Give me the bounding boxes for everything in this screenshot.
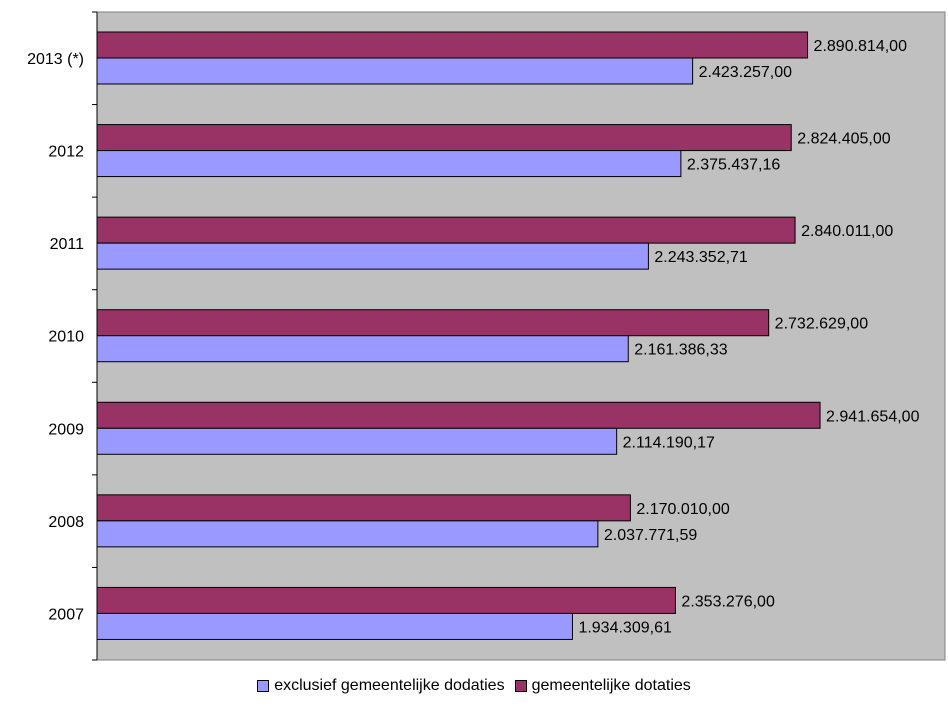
bar bbox=[96, 612, 573, 640]
category-label: 2008 bbox=[48, 514, 84, 531]
data-label: 2.732.629,00 bbox=[775, 316, 869, 333]
bar bbox=[96, 401, 821, 429]
category-label: 2009 bbox=[48, 421, 84, 438]
data-label: 2.890.814,00 bbox=[814, 38, 908, 55]
data-label: 2.840.011,00 bbox=[801, 223, 893, 240]
bar bbox=[96, 150, 682, 178]
bar bbox=[96, 520, 599, 548]
data-label: 2.941.654,00 bbox=[826, 408, 920, 425]
legend: exclusief gemeentelijke dodaties gemeent… bbox=[0, 677, 948, 695]
bar bbox=[96, 427, 618, 455]
data-label: 2.243.352,71 bbox=[654, 249, 748, 266]
data-label: 1.934.309,61 bbox=[578, 619, 672, 636]
legend-label-exclusief: exclusief gemeentelijke dodaties bbox=[274, 677, 505, 694]
bar bbox=[96, 31, 809, 59]
bar bbox=[96, 57, 694, 85]
category-label: 2012 bbox=[48, 144, 84, 161]
legend-item-exclusief: exclusief gemeentelijke dodaties bbox=[257, 677, 505, 695]
data-label: 2.114.190,17 bbox=[623, 434, 715, 451]
bar bbox=[96, 216, 796, 244]
category-label: 2011 bbox=[50, 236, 85, 253]
bar bbox=[96, 335, 629, 363]
legend-swatch-exclusief bbox=[257, 680, 270, 692]
bar bbox=[96, 586, 676, 614]
category-label: 2007 bbox=[48, 606, 84, 623]
legend-item-gemeentelijke: gemeentelijke dotaties bbox=[514, 677, 691, 695]
bar bbox=[96, 124, 792, 152]
data-label: 2.375.437,16 bbox=[687, 157, 781, 174]
bar bbox=[96, 242, 649, 270]
data-label: 2.824.405,00 bbox=[797, 131, 891, 148]
bar bbox=[96, 309, 770, 337]
data-label: 2.037.771,59 bbox=[604, 527, 698, 544]
category-label: 2013 (*) bbox=[27, 51, 84, 68]
legend-swatch-gemeentelijke bbox=[514, 680, 527, 692]
category-label: 2010 bbox=[48, 329, 84, 346]
data-label: 2.161.386,33 bbox=[634, 342, 728, 359]
data-label: 2.353.276,00 bbox=[681, 593, 775, 610]
bar bbox=[96, 494, 631, 522]
data-label: 2.170.010,00 bbox=[636, 501, 730, 518]
data-label: 2.423.257,00 bbox=[699, 64, 793, 81]
legend-label-gemeentelijke: gemeentelijke dotaties bbox=[531, 677, 691, 694]
